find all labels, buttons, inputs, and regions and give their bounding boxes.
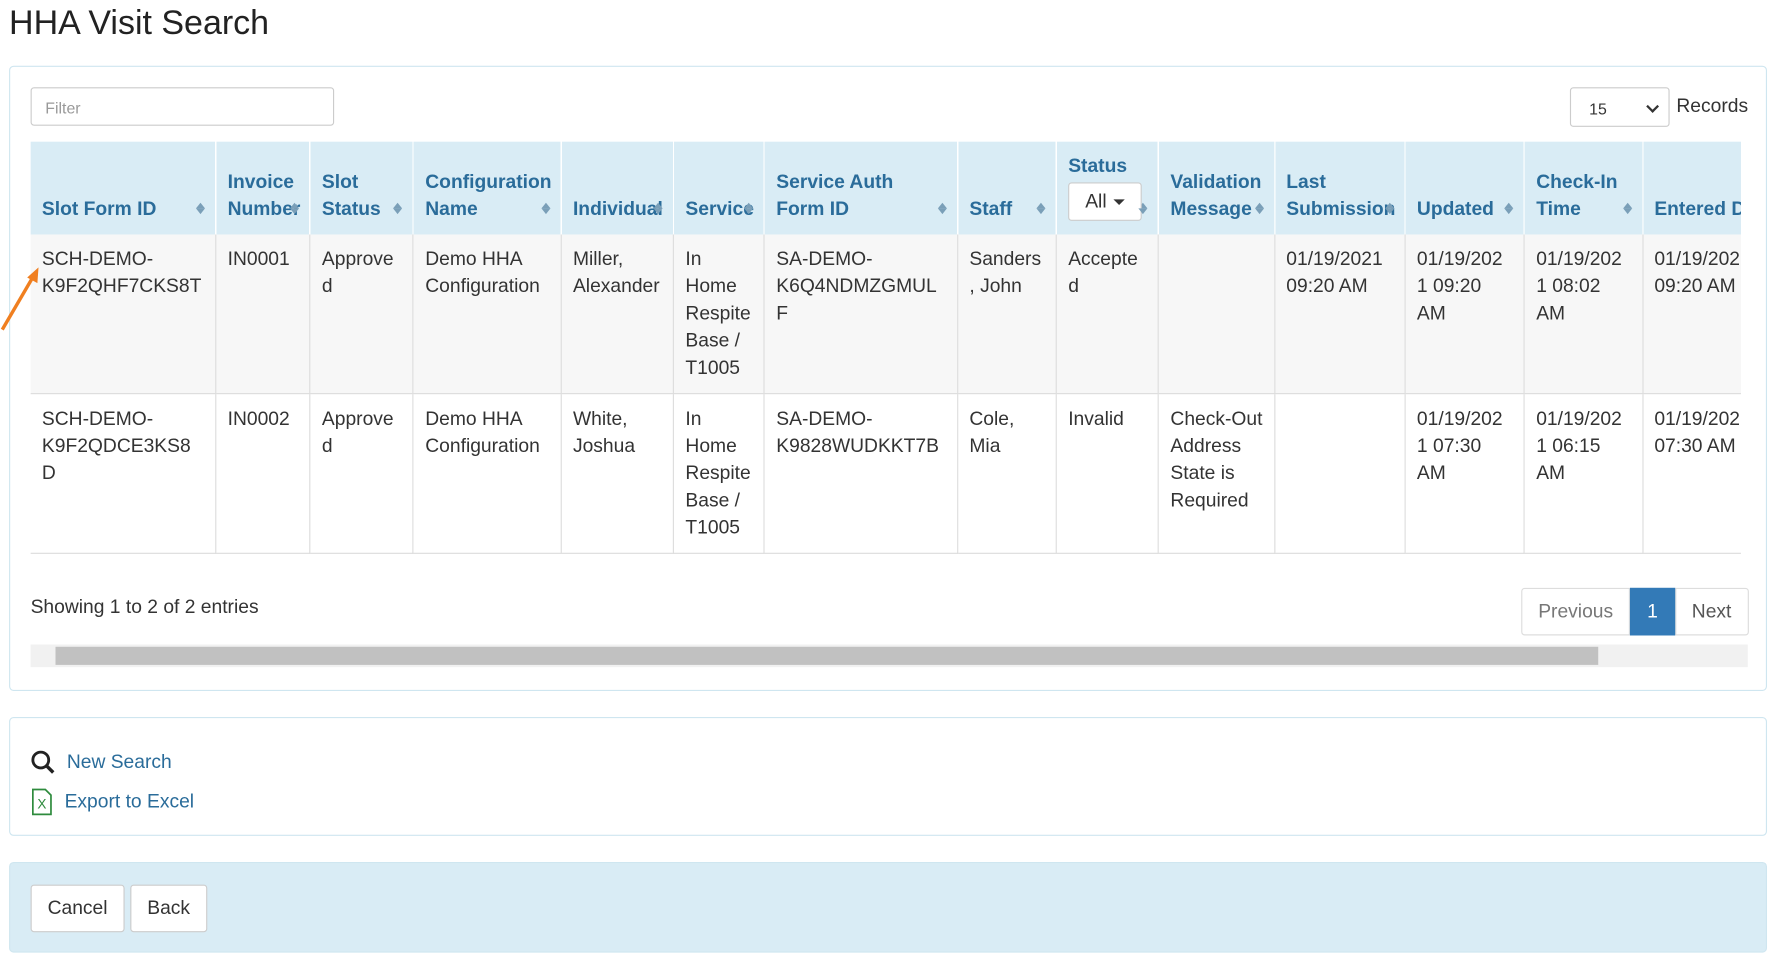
column-header[interactable]: Invoice Number [215, 141, 311, 235]
export-text: Export to Excel [64, 790, 195, 813]
actions-panel: New Search X Export to Excel [9, 716, 1768, 836]
column-header-text: Staff [969, 198, 1013, 220]
svg-text:X: X [37, 797, 46, 812]
table-cell: SA-DEMO-K9828WUDKKT7B [764, 393, 959, 554]
column-header[interactable]: Status All [1056, 141, 1160, 235]
results-panel: Filter 15 Records Slot Form ID Invoice Nu… [9, 65, 1768, 691]
new-search-text: New Search [66, 750, 172, 773]
table-cell: Approved [310, 234, 414, 395]
scrollbar[interactable] [30, 644, 1748, 668]
table-wrapper: Slot Form ID Invoice Number Slot Status Con… [30, 141, 1741, 557]
results-table: Slot Form ID Invoice Number Slot Status Con… [30, 141, 1741, 554]
column-header-text: Status [1068, 155, 1128, 177]
column-header-text: Updated [1416, 198, 1494, 220]
table-cell: IN0001 [215, 234, 311, 395]
column-header-text: Entered Date [1654, 198, 1741, 220]
column-header[interactable]: Last Submission [1274, 141, 1406, 235]
column-header-text: Validation Message [1170, 171, 1262, 220]
export-link[interactable]: X Export to Excel [31, 788, 195, 816]
table-row: SCH-DEMO-K9F2QDCE3KS8D IN0002 Approved Demo… [30, 393, 1741, 554]
page-size-label: Records [1676, 95, 1749, 117]
table-cell: SCH-DEMO-K9F2QDCE3KS8D [30, 393, 217, 554]
table-cell: 01/19/2021 09:20 AM [1405, 234, 1525, 395]
table-cell: In Home Respite Base / T1005 [673, 234, 765, 395]
column-header[interactable]: Validation Message [1158, 141, 1275, 235]
previous-button[interactable]: Previous [1521, 587, 1631, 636]
annotation-arrow [0, 267, 39, 331]
column-header-text: Slot Status [321, 171, 381, 220]
table-cell: 01/19/2021 09:20 AM [1274, 234, 1406, 395]
column-header[interactable]: Staff [957, 141, 1057, 235]
table-cell: 01/19/2021 08:02 AM [1524, 234, 1644, 395]
table-cell: Cole, Mia [957, 393, 1057, 554]
button-panel: Cancel Back [9, 861, 1768, 953]
new-search-link[interactable]: New Search [31, 750, 172, 775]
back-button[interactable]: Back [130, 884, 208, 933]
table-cell [1274, 393, 1406, 554]
column-header[interactable]: Check-In Time [1524, 141, 1644, 235]
page-size-select[interactable]: 15 [1569, 87, 1670, 127]
column-header[interactable]: Service Auth Form ID [764, 141, 959, 235]
column-header[interactable]: Service [673, 141, 765, 235]
table-cell: Miller, Alexander [561, 234, 675, 395]
column-header[interactable]: Individual [561, 141, 675, 235]
excel-icon: X [31, 788, 52, 816]
column-header-text: Configuration Name [425, 171, 552, 220]
table-cell: 01/19/2021 06:15 AM [1524, 393, 1644, 554]
table-cell: SA-DEMO-K6Q4NDMZGMULF [764, 234, 959, 395]
column-header-text: Service Auth Form ID [776, 171, 894, 220]
column-header-text: Check-In Time [1536, 171, 1618, 220]
column-header-text: Service [685, 198, 754, 220]
table-cell: 01/19/2021 07:30 AM [1642, 393, 1741, 554]
page-button[interactable]: 1 [1630, 587, 1675, 636]
column-header-text: Invoice Number [227, 171, 301, 220]
column-header[interactable]: Slot Status [310, 141, 414, 235]
column-header[interactable]: Entered Date [1642, 141, 1741, 235]
pagination: Previous 1 Next [1521, 587, 1749, 636]
table-cell: Demo HHA Configuration [413, 393, 562, 554]
table-cell: 01/19/2021 09:20 AM [1642, 234, 1741, 395]
column-header[interactable]: Updated [1405, 141, 1525, 235]
table-cell: In Home Respite Base / T1005 [673, 393, 765, 554]
table-cell: White, Joshua [561, 393, 675, 554]
table-cell: Sanders, John [957, 234, 1057, 395]
table-cell: SCH-DEMO-K9F2QHF7CKS8T [30, 234, 217, 395]
filter-input[interactable]: Filter [30, 87, 335, 126]
next-button[interactable]: Next [1674, 587, 1749, 636]
table-cell: Approved [310, 393, 414, 554]
table-row: SCH-DEMO-K9F2QHF7CKS8T IN0001 Approved Demo… [30, 234, 1741, 395]
search-icon [31, 750, 55, 774]
table-cell: 01/19/2021 07:30 AM [1405, 393, 1525, 554]
status-filter[interactable]: All [1068, 182, 1142, 221]
table-cell: Check-Out Address State is Required [1158, 393, 1275, 554]
table-cell: IN0002 [215, 393, 311, 554]
table-cell [1158, 234, 1275, 395]
table-cell: Demo HHA Configuration [413, 234, 562, 395]
column-header[interactable]: Configuration Name [413, 141, 562, 235]
cancel-button[interactable]: Cancel [30, 884, 125, 933]
column-header[interactable]: Slot Form ID [30, 141, 217, 235]
table-cell: Invalid [1056, 393, 1160, 554]
column-header-text: Individual [572, 198, 663, 220]
entries-info: Showing 1 to 2 of 2 entries [30, 595, 259, 618]
scrollbar-thumb[interactable] [55, 646, 1599, 665]
table-cell: Accepted [1056, 234, 1160, 395]
column-header-text: Last Submission [1286, 171, 1396, 220]
column-header-text: Slot Form ID [41, 198, 157, 220]
page-title: HHA Visit Search [9, 4, 270, 42]
